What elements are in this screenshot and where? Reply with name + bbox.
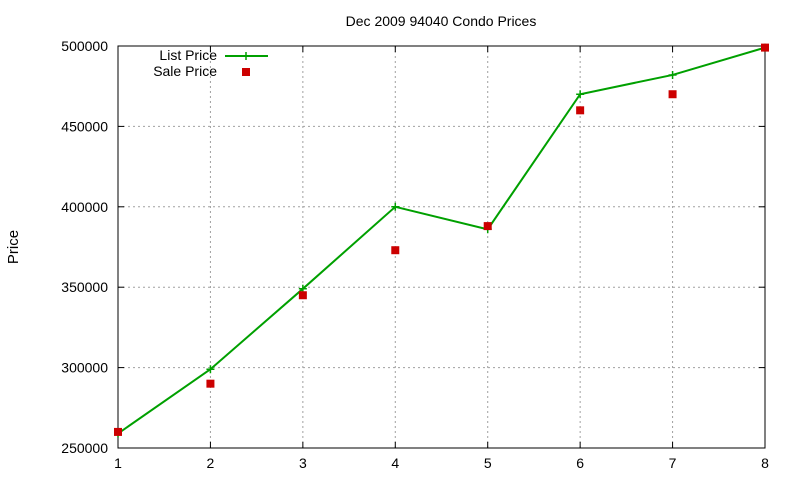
sale-price-point bbox=[206, 379, 215, 388]
y-tick-label: 400000 bbox=[61, 199, 108, 215]
y-axis-label: Price bbox=[5, 230, 22, 264]
y-tick-label: 300000 bbox=[61, 360, 108, 376]
sale-price-point bbox=[298, 291, 307, 300]
tick-labels: 1 2 3 4 5 6 7 8 250000 300000 350000 400000 450000 50… bbox=[61, 38, 769, 471]
grid bbox=[118, 46, 765, 448]
x-tick-label: 5 bbox=[484, 455, 492, 471]
series bbox=[114, 43, 769, 438]
legend-sale-price-marker bbox=[242, 68, 250, 76]
sale-price-point bbox=[761, 43, 769, 52]
x-tick-label: 2 bbox=[207, 455, 215, 471]
list-price-point bbox=[391, 202, 400, 211]
list-price-point bbox=[206, 365, 215, 374]
legend-sale-price-label: Sale Price bbox=[153, 63, 217, 79]
y-tick-label: 500000 bbox=[61, 38, 108, 54]
sale-price-point bbox=[483, 222, 492, 231]
list-price-point bbox=[576, 90, 585, 99]
y-tick-label: 450000 bbox=[61, 118, 108, 134]
plot-frame bbox=[117, 45, 766, 449]
x-tick-label: 8 bbox=[761, 455, 769, 471]
list-price-point bbox=[668, 70, 677, 79]
x-tick-label: 6 bbox=[576, 455, 584, 471]
sale-price-point bbox=[391, 246, 400, 255]
x-tick-label: 1 bbox=[114, 455, 122, 471]
y-tick-label: 250000 bbox=[61, 440, 108, 456]
legend-list-price-label: List Price bbox=[159, 47, 217, 63]
sale-price-point bbox=[114, 427, 122, 436]
legend-list-price-marker bbox=[242, 52, 250, 60]
x-tick-label: 7 bbox=[669, 455, 677, 471]
legend: List Price Sale Price bbox=[153, 47, 268, 79]
axis-ticks bbox=[117, 45, 766, 449]
list-price-line bbox=[117, 46, 766, 435]
y-tick-label: 350000 bbox=[61, 279, 108, 295]
chart-title: Dec 2009 94040 Condo Prices bbox=[346, 13, 537, 29]
x-tick-label: 3 bbox=[299, 455, 307, 471]
sale-price-point bbox=[576, 106, 585, 115]
sale-price-point bbox=[668, 90, 677, 99]
x-tick-label: 4 bbox=[391, 455, 399, 471]
